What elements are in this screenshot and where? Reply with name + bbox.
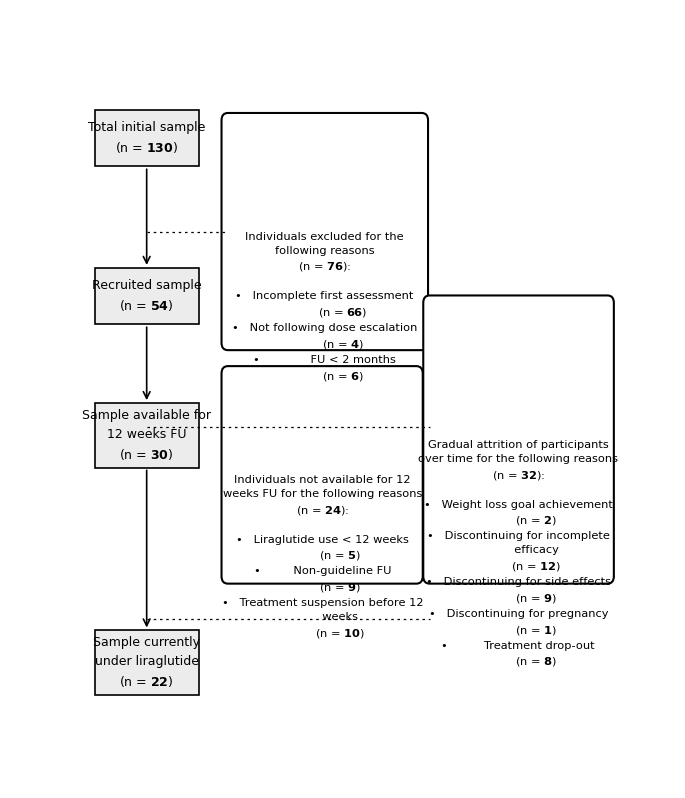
Text: Recruited sample
(n = $\mathbf{54}$): Recruited sample (n = $\mathbf{54}$) (92, 279, 201, 314)
Bar (95, 403, 199, 468)
Bar (95, 110, 199, 167)
Text: Individuals not available for 12
weeks FU for the following reasons
(n = $\mathb: Individuals not available for 12 weeks F… (222, 475, 423, 640)
Text: Sample currently
under liraglutide
(n = $\mathbf{22}$): Sample currently under liraglutide (n = … (93, 636, 200, 689)
FancyBboxPatch shape (221, 366, 423, 583)
Text: Sample available for
12 weeks FU
(n = $\mathbf{30}$): Sample available for 12 weeks FU (n = $\… (82, 409, 211, 462)
FancyBboxPatch shape (423, 295, 614, 583)
Text: Individuals excluded for the
following reasons
(n = $\mathbf{76}$):

•   Incompl: Individuals excluded for the following r… (232, 231, 417, 382)
Bar (95, 268, 199, 324)
FancyBboxPatch shape (221, 113, 428, 350)
Text: Gradual attrition of participants
over time for the following reasons
(n = $\mat: Gradual attrition of participants over t… (419, 440, 619, 669)
Text: Total initial sample
(n = $\mathbf{130}$): Total initial sample (n = $\mathbf{130}$… (88, 120, 206, 156)
Bar (95, 630, 199, 695)
